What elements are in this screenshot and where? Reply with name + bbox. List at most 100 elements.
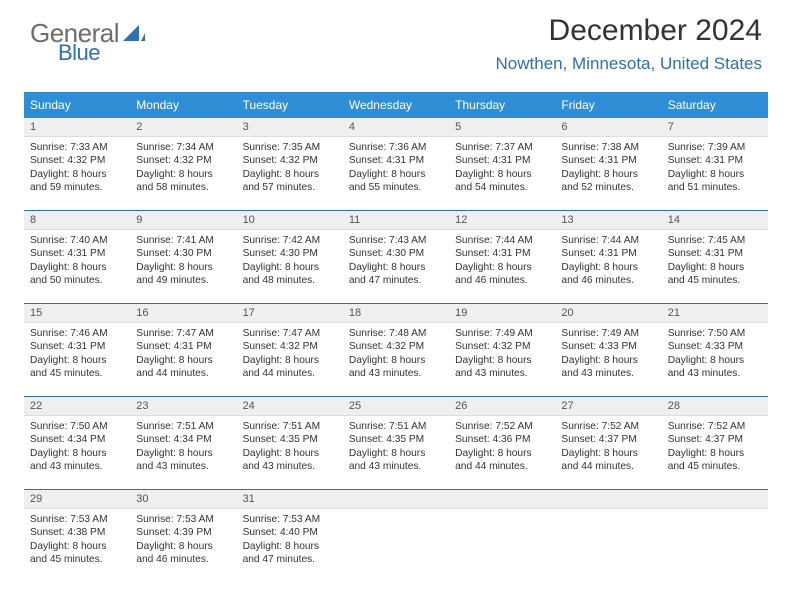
sunset-line: Sunset: 4:32 PM <box>243 340 337 353</box>
daylight-line: Daylight: 8 hours and 43 minutes. <box>561 354 655 381</box>
sunrise-line: Sunrise: 7:53 AM <box>30 513 124 526</box>
day-number: 22 <box>24 397 130 416</box>
calendar-cell: 6Sunrise: 7:38 AMSunset: 4:31 PMDaylight… <box>555 118 661 211</box>
sunrise-line: Sunrise: 7:53 AM <box>136 513 230 526</box>
sunset-line: Sunset: 4:31 PM <box>30 340 124 353</box>
sunrise-line: Sunrise: 7:42 AM <box>243 234 337 247</box>
calendar-cell: 16Sunrise: 7:47 AMSunset: 4:31 PMDayligh… <box>130 304 236 397</box>
day-details: Sunrise: 7:44 AMSunset: 4:31 PMDaylight:… <box>555 230 661 292</box>
calendar-cell: 3Sunrise: 7:35 AMSunset: 4:32 PMDaylight… <box>237 118 343 211</box>
day-number: 4 <box>343 118 449 137</box>
day-header: Friday <box>555 92 661 118</box>
day-header: Saturday <box>662 92 768 118</box>
sunrise-line: Sunrise: 7:38 AM <box>561 141 655 154</box>
sunrise-line: Sunrise: 7:52 AM <box>455 420 549 433</box>
sunset-line: Sunset: 4:31 PM <box>561 247 655 260</box>
day-details: Sunrise: 7:45 AMSunset: 4:31 PMDaylight:… <box>662 230 768 292</box>
sunrise-line: Sunrise: 7:49 AM <box>561 327 655 340</box>
day-number: 10 <box>237 211 343 230</box>
day-details: Sunrise: 7:39 AMSunset: 4:31 PMDaylight:… <box>662 137 768 199</box>
calendar-cell: 27Sunrise: 7:52 AMSunset: 4:37 PMDayligh… <box>555 397 661 490</box>
day-number: 8 <box>24 211 130 230</box>
day-header: Thursday <box>449 92 555 118</box>
day-number: 3 <box>237 118 343 137</box>
sunset-line: Sunset: 4:32 PM <box>30 154 124 167</box>
day-details: Sunrise: 7:53 AMSunset: 4:38 PMDaylight:… <box>24 509 130 571</box>
empty-day-number <box>449 490 555 509</box>
calendar-cell: 19Sunrise: 7:49 AMSunset: 4:32 PMDayligh… <box>449 304 555 397</box>
sunset-line: Sunset: 4:32 PM <box>455 340 549 353</box>
calendar-cell: 2Sunrise: 7:34 AMSunset: 4:32 PMDaylight… <box>130 118 236 211</box>
sunrise-line: Sunrise: 7:44 AM <box>561 234 655 247</box>
day-details: Sunrise: 7:49 AMSunset: 4:32 PMDaylight:… <box>449 323 555 385</box>
sunset-line: Sunset: 4:32 PM <box>243 154 337 167</box>
calendar-cell: 4Sunrise: 7:36 AMSunset: 4:31 PMDaylight… <box>343 118 449 211</box>
sunset-line: Sunset: 4:31 PM <box>455 247 549 260</box>
calendar-cell: 14Sunrise: 7:45 AMSunset: 4:31 PMDayligh… <box>662 211 768 304</box>
sunset-line: Sunset: 4:35 PM <box>243 433 337 446</box>
calendar-cell: 20Sunrise: 7:49 AMSunset: 4:33 PMDayligh… <box>555 304 661 397</box>
calendar-cell: 7Sunrise: 7:39 AMSunset: 4:31 PMDaylight… <box>662 118 768 211</box>
sunset-line: Sunset: 4:40 PM <box>243 526 337 539</box>
day-number: 9 <box>130 211 236 230</box>
calendar-cell: 18Sunrise: 7:48 AMSunset: 4:32 PMDayligh… <box>343 304 449 397</box>
day-details: Sunrise: 7:53 AMSunset: 4:39 PMDaylight:… <box>130 509 236 571</box>
daylight-line: Daylight: 8 hours and 55 minutes. <box>349 168 443 195</box>
day-details: Sunrise: 7:49 AMSunset: 4:33 PMDaylight:… <box>555 323 661 385</box>
day-details: Sunrise: 7:52 AMSunset: 4:37 PMDaylight:… <box>555 416 661 478</box>
sunrise-line: Sunrise: 7:51 AM <box>349 420 443 433</box>
calendar-cell: 25Sunrise: 7:51 AMSunset: 4:35 PMDayligh… <box>343 397 449 490</box>
day-number: 21 <box>662 304 768 323</box>
sunset-line: Sunset: 4:34 PM <box>30 433 124 446</box>
sunrise-line: Sunrise: 7:43 AM <box>349 234 443 247</box>
day-number: 17 <box>237 304 343 323</box>
daylight-line: Daylight: 8 hours and 44 minutes. <box>455 447 549 474</box>
calendar-cell: 23Sunrise: 7:51 AMSunset: 4:34 PMDayligh… <box>130 397 236 490</box>
day-details: Sunrise: 7:46 AMSunset: 4:31 PMDaylight:… <box>24 323 130 385</box>
sunset-line: Sunset: 4:34 PM <box>136 433 230 446</box>
sunset-line: Sunset: 4:37 PM <box>668 433 762 446</box>
day-number: 14 <box>662 211 768 230</box>
brand-part2: Blue <box>58 40 100 66</box>
day-number: 1 <box>24 118 130 137</box>
day-details: Sunrise: 7:37 AMSunset: 4:31 PMDaylight:… <box>449 137 555 199</box>
daylight-line: Daylight: 8 hours and 51 minutes. <box>668 168 762 195</box>
day-details: Sunrise: 7:40 AMSunset: 4:31 PMDaylight:… <box>24 230 130 292</box>
day-details: Sunrise: 7:41 AMSunset: 4:30 PMDaylight:… <box>130 230 236 292</box>
day-details: Sunrise: 7:42 AMSunset: 4:30 PMDaylight:… <box>237 230 343 292</box>
calendar-cell <box>449 490 555 583</box>
daylight-line: Daylight: 8 hours and 43 minutes. <box>668 354 762 381</box>
day-number: 5 <box>449 118 555 137</box>
calendar-cell <box>555 490 661 583</box>
day-number: 29 <box>24 490 130 509</box>
sunrise-line: Sunrise: 7:41 AM <box>136 234 230 247</box>
daylight-line: Daylight: 8 hours and 57 minutes. <box>243 168 337 195</box>
daylight-line: Daylight: 8 hours and 59 minutes. <box>30 168 124 195</box>
day-details: Sunrise: 7:38 AMSunset: 4:31 PMDaylight:… <box>555 137 661 199</box>
day-header: Wednesday <box>343 92 449 118</box>
daylight-line: Daylight: 8 hours and 46 minutes. <box>455 261 549 288</box>
daylight-line: Daylight: 8 hours and 43 minutes. <box>349 354 443 381</box>
day-details: Sunrise: 7:48 AMSunset: 4:32 PMDaylight:… <box>343 323 449 385</box>
day-header: Tuesday <box>237 92 343 118</box>
calendar-cell: 29Sunrise: 7:53 AMSunset: 4:38 PMDayligh… <box>24 490 130 583</box>
sunset-line: Sunset: 4:31 PM <box>30 247 124 260</box>
day-number: 20 <box>555 304 661 323</box>
day-number: 24 <box>237 397 343 416</box>
sunset-line: Sunset: 4:30 PM <box>136 247 230 260</box>
daylight-line: Daylight: 8 hours and 45 minutes. <box>668 447 762 474</box>
daylight-line: Daylight: 8 hours and 54 minutes. <box>455 168 549 195</box>
calendar-cell: 15Sunrise: 7:46 AMSunset: 4:31 PMDayligh… <box>24 304 130 397</box>
day-number: 7 <box>662 118 768 137</box>
calendar-cell: 26Sunrise: 7:52 AMSunset: 4:36 PMDayligh… <box>449 397 555 490</box>
sunrise-line: Sunrise: 7:51 AM <box>136 420 230 433</box>
sunrise-line: Sunrise: 7:49 AM <box>455 327 549 340</box>
sunrise-line: Sunrise: 7:47 AM <box>136 327 230 340</box>
calendar-cell: 5Sunrise: 7:37 AMSunset: 4:31 PMDaylight… <box>449 118 555 211</box>
sunrise-line: Sunrise: 7:52 AM <box>561 420 655 433</box>
sunset-line: Sunset: 4:32 PM <box>136 154 230 167</box>
sunrise-line: Sunrise: 7:40 AM <box>30 234 124 247</box>
sunrise-line: Sunrise: 7:36 AM <box>349 141 443 154</box>
daylight-line: Daylight: 8 hours and 44 minutes. <box>243 354 337 381</box>
sunset-line: Sunset: 4:39 PM <box>136 526 230 539</box>
